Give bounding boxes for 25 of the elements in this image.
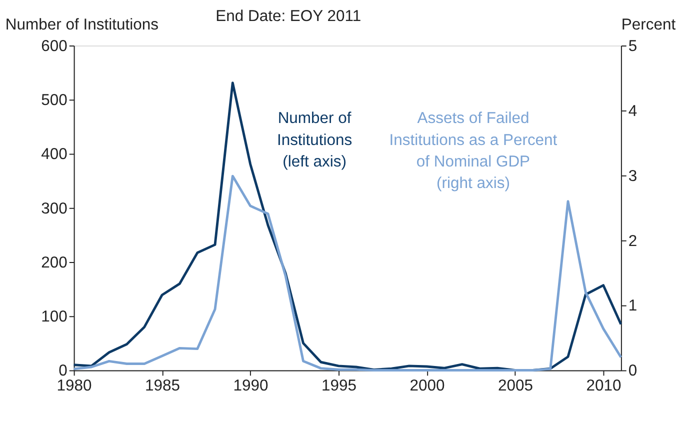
x-tick-label: 1985 xyxy=(145,377,180,394)
y2-tick-label: 4 xyxy=(628,102,638,120)
x-tick-label: 2000 xyxy=(410,377,446,394)
x-tick-label: 1980 xyxy=(56,377,92,394)
y-tick-label: 300 xyxy=(41,200,68,218)
annotation: Assets of Failed Institutions as a Percent of Nominal GDP (right axis) xyxy=(389,110,558,192)
x-tick-label: 2005 xyxy=(498,377,534,394)
y2-tick-label: 2 xyxy=(628,232,638,250)
y-tick-label: 100 xyxy=(41,308,68,326)
y2-tick-label: 0 xyxy=(628,362,638,380)
y-tick-label: 200 xyxy=(41,254,68,272)
y-tick-label: 0 xyxy=(58,362,68,380)
y2-tick-label: 5 xyxy=(628,38,638,55)
y-axis-title: Number of Institutions xyxy=(5,16,159,34)
y2-axis-title: Percent xyxy=(621,16,676,34)
y-tick-label: 600 xyxy=(41,38,68,55)
y-tick-label: 400 xyxy=(41,146,68,164)
chart-title: End Date: EOY 2011 xyxy=(216,8,362,25)
annotation: Number of Institutions (left axis) xyxy=(276,110,352,171)
y2-tick-label: 1 xyxy=(628,298,638,315)
y2-tick-label: 3 xyxy=(628,168,638,185)
y-tick-label: 500 xyxy=(41,92,68,110)
x-tick-label: 2010 xyxy=(586,377,622,394)
x-tick-label: 1990 xyxy=(233,377,269,394)
x-tick-label: 1995 xyxy=(322,377,357,394)
